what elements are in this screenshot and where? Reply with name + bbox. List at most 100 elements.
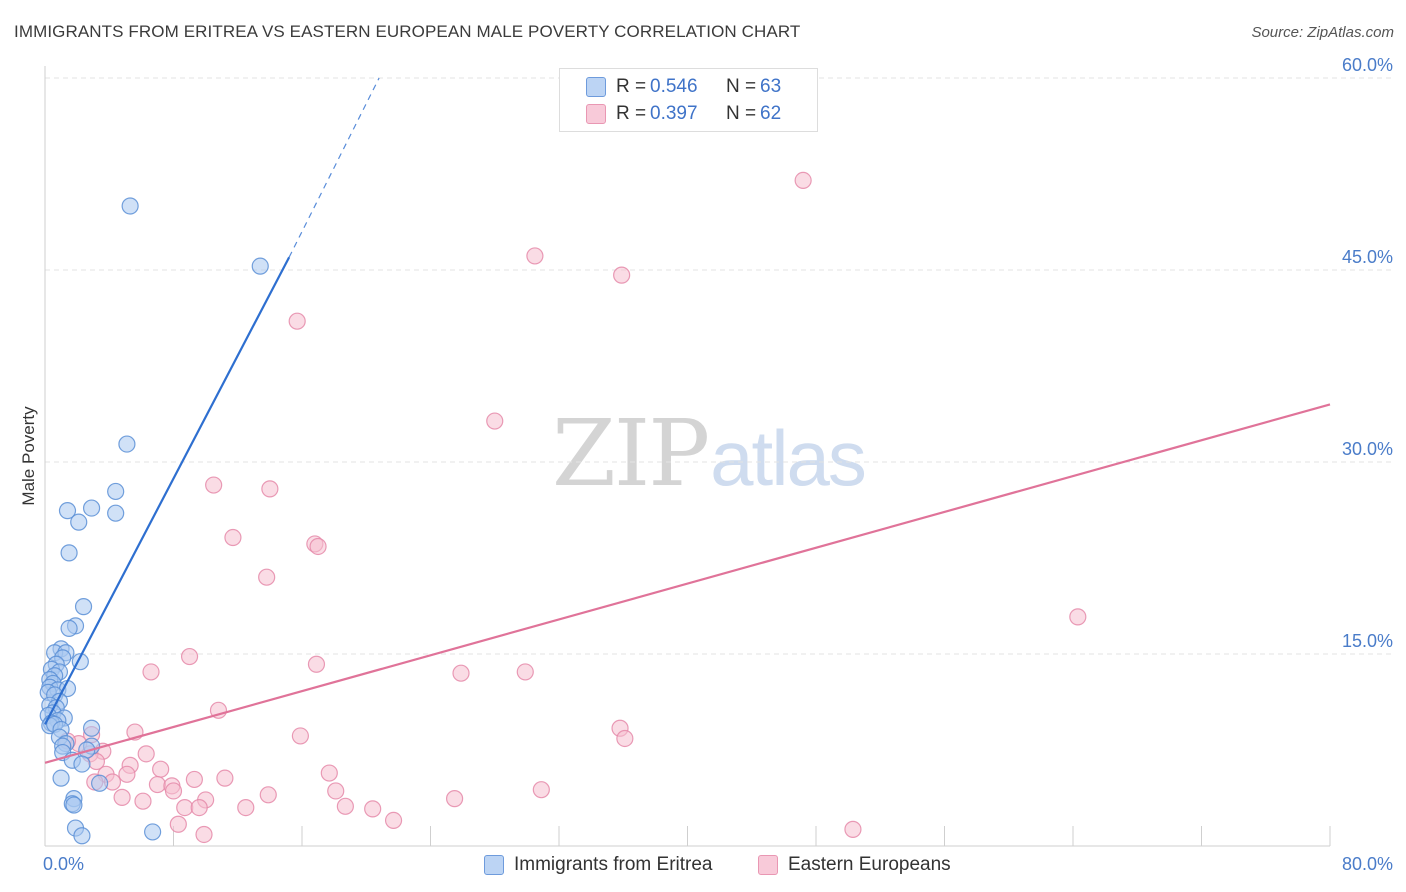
eastern-europeans-point — [532, 781, 550, 799]
series-swatch-blue — [484, 855, 504, 875]
eritrea-point — [52, 769, 70, 787]
eritrea-point — [73, 755, 91, 773]
eastern-europeans-point — [164, 782, 183, 800]
eastern-europeans-point — [259, 786, 277, 804]
legend-row-eastern-europeans: R = 0.397 N = 62 — [586, 101, 781, 127]
eastern-europeans-point — [205, 476, 223, 494]
eastern-europeans-point — [452, 664, 470, 682]
eritrea-point — [91, 774, 109, 792]
eastern-europeans-point — [180, 647, 199, 666]
eastern-europeans-point — [176, 798, 194, 817]
eritrea-point — [74, 598, 93, 616]
series-legend-eritrea[interactable]: Immigrants from Eritrea — [484, 852, 712, 878]
legend-n-value: 62 — [760, 103, 782, 124]
eastern-europeans-point — [258, 568, 276, 586]
eritrea-point — [118, 435, 136, 453]
eritrea-trend-line — [44, 256, 291, 725]
series-swatch-pink — [758, 855, 778, 875]
legend-r-value: 0.546 — [650, 76, 698, 97]
legend-n-value: 63 — [760, 76, 782, 97]
y-tick-label: 15.0% — [1342, 631, 1393, 651]
legend-swatch-pink — [586, 104, 606, 124]
x-tick-label: 80.0% — [1342, 854, 1393, 874]
legend-r-value: 0.397 — [650, 103, 698, 124]
grid-lines — [45, 77, 1395, 655]
y-tick-label: 60.0% — [1342, 55, 1393, 75]
eastern-europeans-point — [309, 537, 327, 556]
eastern-europeans-point — [185, 770, 203, 789]
eastern-europeans-point — [224, 528, 242, 547]
eritrea-point — [107, 482, 125, 501]
eastern-europeans-point — [327, 782, 345, 800]
eastern-europeans-point — [336, 797, 354, 815]
eastern-europeans-point — [137, 745, 155, 763]
axes — [44, 66, 1331, 847]
tick-labels: 15.0% 30.0% 45.0% 60.0% 0.0% 80.0% — [43, 55, 1393, 874]
y-tick-label: 45.0% — [1342, 247, 1393, 267]
eastern-europeans-point — [216, 769, 234, 787]
legend-n-label: N = — [726, 76, 757, 97]
eritrea-point — [73, 827, 91, 845]
eastern-europeans-point — [320, 764, 338, 782]
eritrea-point — [70, 513, 88, 531]
eastern-europeans-point — [190, 798, 208, 817]
y-tick-label: 30.0% — [1342, 439, 1393, 459]
series-legend: Immigrants from Eritrea Eastern European… — [0, 852, 1406, 878]
eastern-europeans-point — [195, 825, 213, 844]
eritrea-point — [58, 502, 77, 520]
eritrea-point — [144, 823, 162, 841]
series-legend-label: Immigrants from Eritrea — [514, 854, 713, 875]
eastern-europeans-point — [613, 266, 631, 284]
eritrea-point — [82, 499, 101, 517]
watermark-atlas: atlas — [710, 414, 867, 502]
eastern-europeans-point — [288, 312, 306, 330]
legend-swatch-blue — [586, 77, 606, 97]
eastern-europeans-point — [152, 760, 170, 778]
eastern-europeans-trend-line — [44, 403, 1331, 764]
legend-r-label: R = — [616, 76, 647, 97]
eastern-europeans-point — [364, 800, 382, 818]
eritrea-points — [39, 197, 269, 845]
chart-title: IMMIGRANTS FROM ERITREA VS EASTERN EUROP… — [14, 22, 801, 41]
eritrea-point — [251, 257, 269, 275]
eastern-europeans-point — [616, 729, 634, 748]
eastern-europeans-point — [486, 412, 504, 430]
eastern-europeans-point — [261, 480, 279, 498]
eastern-europeans-point — [307, 655, 326, 673]
eritrea-point — [60, 619, 78, 638]
eastern-europeans-point — [844, 820, 862, 838]
eastern-europeans-point — [291, 727, 309, 745]
correlation-legend: R = 0.546 N = 63 R = 0.397 N = 62 — [559, 68, 818, 132]
series-legend-eastern-europeans[interactable]: Eastern Europeans — [758, 852, 951, 878]
legend-r-label: R = — [616, 103, 647, 124]
x-tick-label: 0.0% — [43, 854, 84, 874]
watermark: ZIPatlas — [552, 400, 867, 507]
watermark-zip: ZIP — [552, 400, 710, 507]
eastern-europeans-point — [237, 798, 255, 817]
eritrea-point — [107, 504, 125, 522]
eastern-europeans-point — [118, 765, 136, 783]
series-legend-label: Eastern Europeans — [788, 854, 951, 875]
eastern-europeans-point — [1069, 608, 1087, 626]
y-axis-label: Male Poverty — [19, 406, 38, 506]
eastern-europeans-point — [148, 775, 167, 794]
eritrea-point — [60, 544, 78, 562]
eritrea-trend-extension — [288, 77, 380, 258]
eastern-europeans-points — [58, 171, 1087, 844]
eritrea-point — [82, 719, 101, 737]
eastern-europeans-point — [526, 247, 544, 265]
eastern-europeans-point — [113, 788, 131, 806]
eastern-europeans-point — [384, 811, 403, 830]
eastern-europeans-point — [794, 171, 812, 189]
chart-source: Source: ZipAtlas.com — [1251, 24, 1394, 41]
eastern-europeans-point — [134, 792, 152, 810]
eastern-europeans-point — [142, 663, 160, 681]
legend-n-label: N = — [726, 103, 757, 124]
legend-row-eritrea: R = 0.546 N = 63 — [586, 74, 781, 100]
eritrea-point — [65, 796, 83, 814]
trend-lines — [44, 77, 1331, 764]
eritrea-point — [121, 197, 139, 215]
eastern-europeans-point — [445, 790, 464, 808]
eastern-europeans-point — [169, 815, 187, 833]
